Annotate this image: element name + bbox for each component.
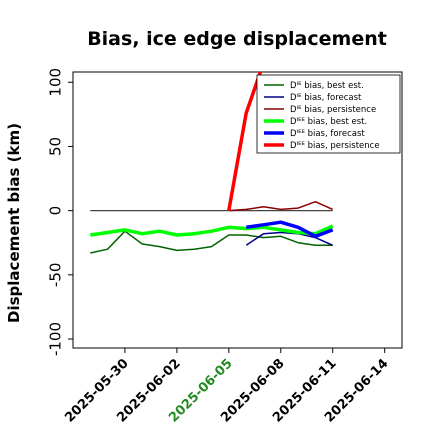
y-tick-label: 0	[47, 206, 65, 216]
series-layer	[90, 72, 334, 254]
legend-label-2: Dᴵᴱ bias, forecast	[290, 93, 362, 103]
series-line-2	[245, 231, 334, 246]
series-line-1	[90, 230, 333, 254]
legend-label-5: Dᴵᴱᴱ bias, forecast	[290, 129, 365, 139]
legend: Dᴵᴱ bias, best est. Dᴵᴱ bias, forecast Dᴵᴱ…	[256, 74, 401, 154]
series-line-5	[245, 220, 334, 239]
legend-box	[256, 74, 401, 154]
plot-area-frame	[72, 71, 403, 349]
y-tick-label: -100	[47, 322, 65, 356]
legend-label-4: Dᴵᴱᴱ bias, best est.	[290, 117, 367, 127]
chart-title: Bias, ice edge displacement	[87, 28, 387, 50]
y-axis-label: Displacement bias (km)	[5, 123, 23, 323]
series-line-3	[228, 200, 334, 212]
y-tick-label: 100	[47, 68, 65, 97]
series-line-4	[90, 224, 334, 237]
legend-label-1: Dᴵᴱ bias, best est.	[290, 81, 364, 91]
y-tick-label: 50	[47, 137, 65, 156]
y-tick-label: -50	[47, 263, 65, 288]
legend-label-3: Dᴵᴱ bias, persistence	[290, 105, 376, 115]
legend-label-6: Dᴵᴱᴱ bias, persistence	[290, 141, 380, 151]
